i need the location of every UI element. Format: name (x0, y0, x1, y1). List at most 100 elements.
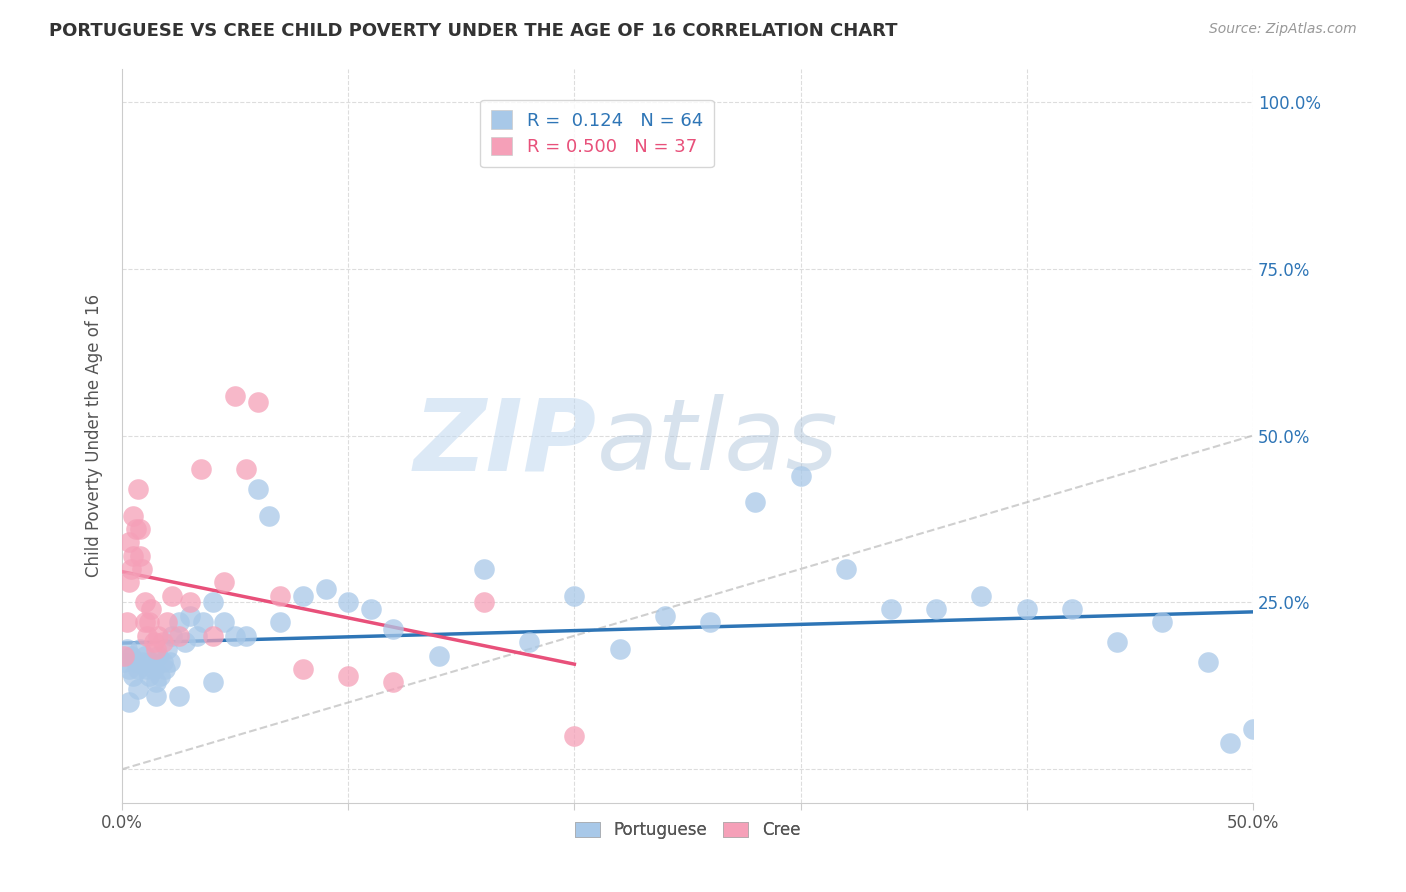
Point (246, 395, 269, 409)
Point (159, 656, 181, 670)
Point (112, 656, 135, 670)
Point (142, 662, 165, 676)
Point (138, 615, 160, 630)
Point (118, 696, 141, 710)
Point (1107, 635, 1129, 649)
Point (382, 622, 405, 636)
Point (1241, 722, 1264, 736)
Point (141, 656, 163, 670)
Point (269, 589, 291, 603)
Point (152, 656, 174, 670)
Point (179, 595, 201, 609)
Point (1060, 602, 1083, 616)
Point (127, 662, 149, 676)
Point (167, 615, 190, 630)
Point (142, 635, 165, 649)
Point (167, 629, 190, 643)
Point (186, 629, 208, 643)
Point (224, 629, 246, 643)
Point (145, 689, 167, 703)
Point (699, 615, 721, 630)
Point (167, 689, 190, 703)
Point (224, 388, 246, 402)
Point (201, 629, 224, 643)
Point (472, 562, 495, 576)
Point (291, 589, 314, 603)
Point (115, 615, 138, 630)
Point (124, 656, 146, 670)
Point (315, 582, 337, 596)
Text: ZIP: ZIP (413, 394, 598, 491)
Point (120, 648, 142, 663)
Point (564, 589, 586, 603)
Point (115, 642, 138, 657)
Point (118, 662, 141, 676)
Point (120, 562, 142, 576)
Point (122, 508, 145, 523)
Point (970, 589, 993, 603)
Point (148, 629, 170, 643)
Point (382, 675, 405, 690)
Point (1152, 615, 1174, 630)
Point (1197, 656, 1219, 670)
Point (246, 482, 269, 496)
Point (291, 662, 314, 676)
Point (269, 615, 291, 630)
Point (131, 656, 153, 670)
Point (136, 629, 159, 643)
Point (201, 675, 224, 690)
Point (654, 608, 676, 623)
Point (235, 462, 257, 476)
Point (472, 595, 495, 609)
Point (153, 662, 176, 676)
Point (835, 562, 858, 576)
Text: Source: ZipAtlas.com: Source: ZipAtlas.com (1209, 22, 1357, 37)
Legend: Portuguese, Cree: Portuguese, Cree (568, 814, 807, 846)
Point (152, 635, 174, 649)
Point (789, 468, 811, 483)
Point (138, 669, 160, 683)
Point (360, 602, 382, 616)
Point (564, 729, 586, 743)
Point (517, 635, 540, 649)
Text: PORTUGUESE VS CREE CHILD POVERTY UNDER THE AGE OF 16 CORRELATION CHART: PORTUGUESE VS CREE CHILD POVERTY UNDER T… (49, 22, 897, 40)
Point (744, 495, 766, 509)
Point (925, 602, 948, 616)
Point (122, 669, 145, 683)
Point (190, 462, 212, 476)
Point (141, 602, 163, 616)
Point (131, 562, 153, 576)
Point (118, 575, 141, 590)
Point (129, 522, 152, 536)
Point (156, 615, 179, 630)
Point (212, 575, 235, 590)
Point (212, 615, 235, 630)
Point (201, 595, 224, 609)
Point (136, 662, 159, 676)
Point (880, 602, 903, 616)
Point (179, 608, 201, 623)
Point (134, 595, 156, 609)
Point (127, 682, 149, 697)
Point (134, 648, 156, 663)
Point (129, 549, 152, 563)
Point (1015, 602, 1038, 616)
Point (124, 522, 146, 536)
Point (609, 642, 631, 657)
Text: atlas: atlas (598, 394, 838, 491)
Point (134, 615, 156, 630)
Point (160, 589, 183, 603)
Point (122, 549, 145, 563)
Point (193, 615, 215, 630)
Point (337, 669, 360, 683)
Point (118, 535, 141, 549)
Point (1219, 735, 1241, 749)
Point (145, 642, 167, 657)
Point (156, 642, 179, 657)
Point (149, 669, 172, 683)
Point (160, 629, 183, 643)
Point (129, 642, 152, 657)
Point (174, 635, 197, 649)
Point (257, 508, 280, 523)
Point (337, 595, 360, 609)
